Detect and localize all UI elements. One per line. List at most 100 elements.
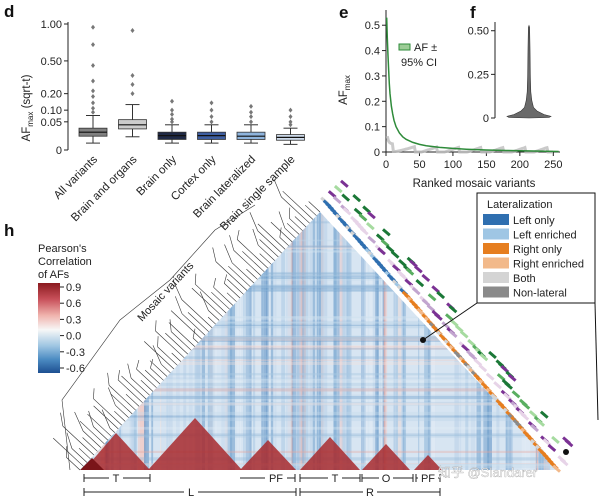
legend-title: Lateralization	[487, 199, 552, 211]
panel-d-boxplot: d AFmax (sqrt-t) 0 0.050.10 0.20 0.50 1.00 A…	[4, 2, 305, 233]
box-2	[157, 98, 187, 144]
legend-swatch-1	[483, 228, 509, 240]
e-ytick-1: 0.1	[365, 122, 380, 134]
legend-label-4: Both	[513, 273, 536, 285]
panel-e-xticks: 0 50 100 150 200 250	[383, 152, 562, 171]
legend-label-2: Right only	[513, 244, 562, 256]
e-xtick-4: 200	[511, 159, 529, 171]
box-2-outlier-2	[170, 111, 174, 117]
panel-e-yticks: 0 0.1 0.2 0.3 0.4 0.5	[365, 20, 386, 159]
panel-e-label: e	[339, 3, 348, 22]
e-ytick-4: 0.4	[365, 46, 380, 58]
bottom-label-R: R	[366, 487, 374, 496]
box-3	[197, 100, 226, 144]
legend-label-5: Non-lateral	[513, 288, 567, 300]
e-xtick-0: 0	[383, 159, 389, 171]
legend-swatch-0	[483, 214, 509, 225]
box-3-outlier-1	[209, 114, 214, 120]
colorbar-tick-2: 0.3	[66, 314, 81, 326]
colorbar-title-line2: Correlation	[38, 256, 92, 268]
box-0-outlier-2	[91, 100, 95, 106]
colorbar	[38, 283, 60, 373]
legend-label-0: Left only	[513, 215, 555, 227]
box-1	[118, 27, 147, 138]
d-ytick-label-3: 0.20	[41, 89, 62, 101]
panel-e-ylabel: AFmax	[338, 75, 352, 105]
panel-f-label: f	[470, 3, 476, 22]
box-2-outlier-3	[170, 107, 174, 113]
panel-f-yticks: 0 0.25 0.50	[468, 26, 495, 125]
colorbar-tick-3: 0.0	[66, 331, 81, 343]
box-3-outlier-0	[209, 119, 214, 125]
colorbar-title-line1: Pearson's	[38, 243, 87, 255]
bottom-label-T-right: T	[332, 473, 339, 485]
colorbar-tick-4: -0.3	[66, 347, 85, 359]
box-3-outlier-2	[209, 107, 214, 113]
e-xtick-5: 250	[544, 159, 562, 171]
panel-e-xlabel: Ranked mosaic variants	[413, 178, 536, 190]
colorbar-tick-0: 0.9	[66, 282, 81, 294]
e-xtick-3: 150	[477, 159, 495, 171]
legend-label-3: Right enriched	[513, 259, 584, 271]
panel-f-violin: f 0 0.25 0.50	[468, 3, 564, 136]
box-2-outlier-1	[170, 116, 174, 122]
panel-h-label: h	[4, 221, 14, 240]
e-ytick-3: 0.3	[365, 71, 380, 83]
dendrogram	[52, 178, 321, 471]
legend-pointer-line	[422, 302, 478, 341]
e-xtick-1: 50	[413, 159, 425, 171]
box-0-outlier-4	[91, 88, 95, 94]
panel-e-line-chart: e AFmax 0 0.1 0.2 0.3 0.4 0.5 0 50 100 150 200 250…	[338, 3, 562, 190]
legend-swatch-5	[483, 286, 509, 298]
legend-pointer-dot-2	[563, 449, 569, 455]
watermark: 知乎 @Slandarer	[438, 465, 538, 480]
legend-label-1: Left enriched	[513, 230, 577, 242]
colorbar-tick-1: 0.6	[66, 298, 81, 310]
panel-e-legend-line2: 95% CI	[401, 57, 437, 69]
bottom-label-PF-left: PF	[269, 473, 283, 485]
bottom-label-L: L	[188, 487, 194, 496]
panel-e-ci-band	[385, 135, 553, 154]
d-ytick-label-4: 0.50	[41, 56, 62, 68]
box-4-outlier-2	[249, 109, 253, 115]
legend-swatch-4	[483, 272, 509, 283]
lateralization-legend: Lateralization Left only Left enriched Rig…	[476, 192, 596, 304]
box-0-outlier-0	[91, 109, 95, 115]
legend-swatch-2	[483, 243, 509, 254]
f-ytick-2: 0.50	[468, 26, 489, 38]
box-0-outlier-1	[91, 105, 95, 111]
d-xlabel-1: Brain and organs	[69, 153, 140, 224]
box-3-outlier-3	[209, 100, 214, 106]
e-xtick-2: 100	[444, 159, 462, 171]
e-ytick-5: 0.5	[365, 20, 380, 32]
f-ytick-1: 0.25	[468, 69, 489, 81]
box-1-outlier-0	[130, 91, 135, 97]
annotation-tracks	[320, 179, 574, 473]
box-5-outlier-3	[288, 107, 293, 113]
bottom-label-T-left: T	[113, 473, 120, 485]
box-5-outlier-2	[288, 114, 293, 120]
e-ytick-2: 0.2	[365, 96, 380, 108]
box-0-outlier-6	[91, 62, 95, 68]
panel-d-yticks: 0 0.050.10 0.20 0.50 1.00	[41, 19, 68, 157]
box-4	[236, 103, 266, 144]
panel-d-boxes	[78, 24, 305, 145]
panel-f-violin-shape	[506, 24, 552, 119]
box-2-outlier-0	[170, 119, 174, 125]
panel-e-legend-line1: AF ±	[414, 42, 437, 54]
colorbar-ticks: 0.9 0.6 0.3 0.0 -0.3 -0.6	[60, 282, 85, 375]
panel-e-af-line	[385, 17, 559, 153]
panel-d-ylabel: AFmax (sqrt-t)	[21, 74, 35, 141]
e-ytick-0: 0	[374, 147, 380, 159]
box-5-outlier-0	[288, 122, 293, 128]
legend-swatch-3	[483, 257, 509, 269]
box-1-outlier-2	[130, 72, 135, 78]
d-xlabel-5: Brain single sample	[218, 154, 297, 233]
panel-h-heatmap: h Pearson's Correlation of AFs 0.9 0.6 0.3…	[4, 178, 599, 496]
dendrogram-label: Mosaic variants	[135, 260, 196, 324]
box-0-outlier-5	[91, 78, 95, 84]
panel-e-legend-swatch	[398, 43, 411, 51]
box-4-outlier-0	[249, 119, 253, 125]
